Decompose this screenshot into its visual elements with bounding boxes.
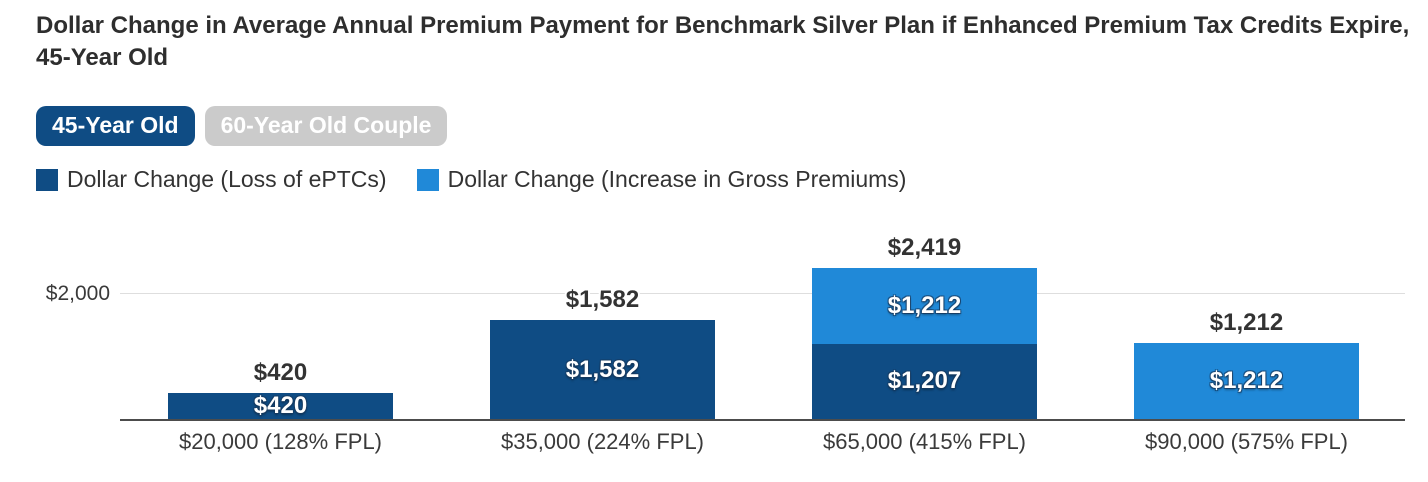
bar-segment-value-label: $1,212	[1209, 367, 1284, 395]
bar-segment-value-label: $1,207	[887, 367, 962, 395]
y-axis-tick-label: $2,000	[45, 282, 110, 305]
legend-item-increase-gross-premiums: Dollar Change (Increase in Gross Premium…	[416, 166, 907, 193]
legend-swatch-light-blue	[416, 168, 439, 191]
bar-segment: $1,212	[812, 267, 1037, 344]
bar-segment: $1,212	[1134, 343, 1359, 419]
bar-segment-value-label: $1,212	[887, 291, 962, 319]
legend-swatch-dark-blue	[36, 168, 58, 191]
bar-group: $1,582 $1,582 $35,000 (224% FPL)	[490, 230, 715, 454]
legend-label: Dollar Change (Increase in Gross Premium…	[447, 166, 907, 192]
gridline-2000	[120, 293, 1405, 294]
bar-group: $1,207 $1,212 $2,419 $65,000 (415% FPL)	[812, 230, 1037, 454]
bar-total-label: $420	[253, 358, 308, 386]
view-toggle-group: 45-Year Old 60-Year Old Couple	[36, 106, 448, 146]
chart-title: Dollar Change in Average Annual Premium …	[36, 12, 1410, 71]
bar-segment-value-label: $1,582	[565, 355, 640, 383]
x-axis-label: $65,000 (415% FPL)	[822, 429, 1027, 454]
plot-area: $420 $420 $20,000 (128% FPL) $1,582 $1,5…	[120, 230, 1405, 454]
bar-stack: $1,212	[1134, 230, 1359, 419]
bar-stack: $420	[168, 230, 393, 419]
toggle-60-year-old-couple[interactable]: 60-Year Old Couple	[204, 106, 448, 146]
bar-group: $1,212 $1,212 $90,000 (575% FPL)	[1134, 230, 1359, 454]
x-axis-label: $20,000 (128% FPL)	[178, 429, 383, 454]
x-axis-label: $35,000 (224% FPL)	[500, 429, 705, 454]
bar-segment: $420	[168, 391, 393, 419]
legend-item-loss-of-eptcs: Dollar Change (Loss of ePTCs)	[36, 166, 387, 193]
bar-total-label: $1,212	[1209, 309, 1284, 337]
bar-group: $420 $420 $20,000 (128% FPL)	[168, 230, 393, 454]
bar-stack: $1,207 $1,212	[812, 230, 1037, 419]
bar-stack: $1,582	[490, 230, 715, 419]
toggle-45-year-old[interactable]: 45-Year Old	[36, 106, 195, 146]
bar-segment: $1,207	[812, 343, 1037, 419]
x-axis-label: $90,000 (575% FPL)	[1144, 429, 1349, 454]
bar-segment: $1,582	[490, 320, 715, 419]
chart-legend: Dollar Change (Loss of ePTCs) Dollar Cha…	[36, 166, 906, 193]
legend-label: Dollar Change (Loss of ePTCs)	[67, 166, 387, 192]
bar-total-label: $1,582	[565, 286, 640, 314]
bar-segment-value-label: $420	[253, 391, 308, 419]
bar-total-label: $2,419	[887, 233, 962, 261]
